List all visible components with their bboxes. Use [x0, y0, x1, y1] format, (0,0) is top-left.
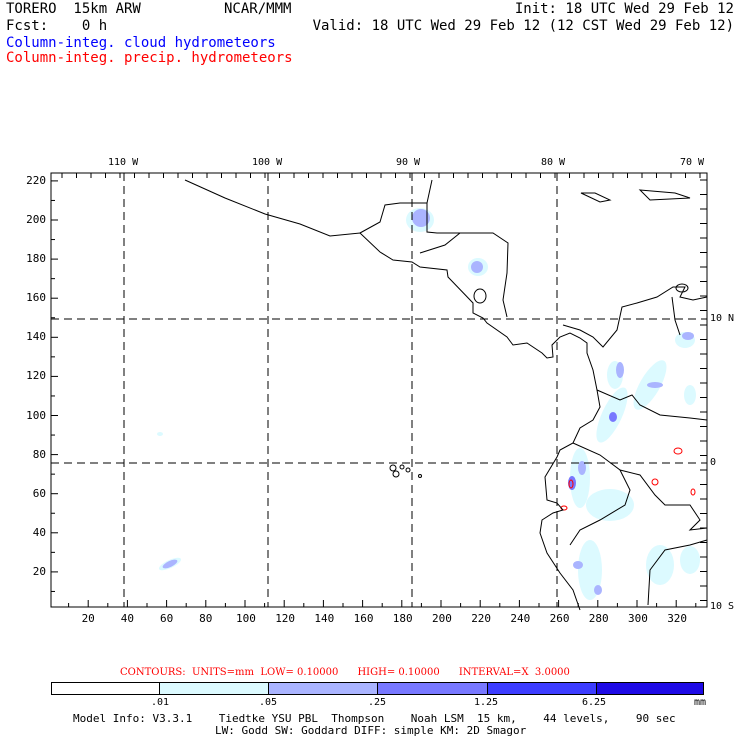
lat-lon-grid — [51, 173, 707, 607]
field1-label: Column-integ. cloud hydrometeors — [6, 35, 276, 51]
colorbar-units: mm — [694, 697, 707, 708]
org-label: NCAR/MMM — [224, 1, 292, 17]
x-tick-label: 260 — [549, 612, 570, 625]
colorbar-bin — [268, 683, 378, 694]
x-tick-label: 140 — [314, 612, 335, 625]
axis-ticks — [51, 173, 707, 607]
colorbar-label: .05 — [258, 697, 278, 708]
y-tick-label: 160 — [26, 291, 46, 305]
coastlines — [184, 179, 708, 611]
colorbar — [51, 682, 704, 695]
x-tick-label: 120 — [275, 612, 296, 625]
model-info-line2: LW: Godd SW: Goddard DIFF: simple KM: 2D… — [215, 724, 527, 737]
x-tick-label: 200 — [432, 612, 452, 625]
valid-time: Valid: 18 UTC Wed 29 Feb 12 (12 CST Wed … — [312, 18, 734, 34]
colorbar-label: 6.25 — [581, 697, 607, 708]
y-tick-label: 140 — [26, 330, 46, 344]
init-time: Init: 18 UTC Wed 29 Feb 12 — [514, 1, 734, 17]
latitude-label: 10 S — [710, 601, 735, 612]
longitude-label: 100 W — [252, 157, 283, 168]
forecast-hour: Fcst: 0 h — [6, 18, 108, 34]
latitude-label: 0 — [710, 457, 717, 468]
y-tick-label: 100 — [26, 408, 46, 422]
contour-info: CONTOURS: UNITS=mm LOW= 0.10000 HIGH= 0.… — [120, 667, 570, 678]
model-title: TORERO 15km ARW — [6, 1, 141, 17]
x-tick-label: 100 — [236, 612, 256, 625]
colorbar-bin — [159, 683, 269, 694]
plot-frame — [50, 172, 708, 608]
longitude-label: 70 W — [680, 157, 705, 168]
y-tick-label: 80 — [32, 447, 46, 461]
colorbar-bin — [377, 683, 487, 694]
colorbar-bin — [595, 683, 703, 694]
x-tick-label: 320 — [667, 612, 688, 625]
y-tick-label: 120 — [26, 369, 46, 383]
x-tick-label: 180 — [392, 612, 413, 625]
y-tick-label: 200 — [26, 213, 46, 226]
x-tick-label: 20 — [81, 612, 95, 625]
x-tick-label: 300 — [628, 612, 648, 625]
x-tick-label: 40 — [120, 612, 135, 625]
model-info-line1: Model Info: V3.3.1 Tiedtke YSU PBL Thomp… — [73, 712, 676, 725]
y-tick-label: 180 — [26, 252, 46, 266]
y-tick-label: 20 — [32, 564, 46, 578]
colorbar-bin — [486, 683, 596, 694]
x-tick-label: 240 — [510, 612, 531, 625]
y-tick-label: 60 — [32, 486, 46, 500]
y-tick-label: 220 — [26, 173, 46, 187]
x-tick-label: 220 — [471, 612, 492, 625]
field2-label: Column-integ. precip. hydrometeors — [6, 50, 293, 66]
longitude-label: 80 W — [541, 157, 566, 168]
colorbar-label: .01 — [150, 697, 170, 708]
longitude-label: 90 W — [396, 157, 421, 168]
x-tick-label: 80 — [199, 612, 213, 625]
colorbar-label: 1.25 — [473, 697, 499, 708]
longitude-label: 110 W — [108, 157, 139, 168]
colorbar-label: .25 — [367, 697, 387, 708]
colorbar-bin — [52, 683, 160, 694]
x-tick-label: 160 — [353, 612, 374, 625]
x-tick-label: 60 — [159, 612, 174, 625]
latitude-label: 10 N — [710, 313, 735, 324]
cloud-shading — [157, 208, 700, 600]
x-tick-label: 280 — [588, 612, 609, 625]
y-tick-label: 40 — [32, 525, 46, 539]
